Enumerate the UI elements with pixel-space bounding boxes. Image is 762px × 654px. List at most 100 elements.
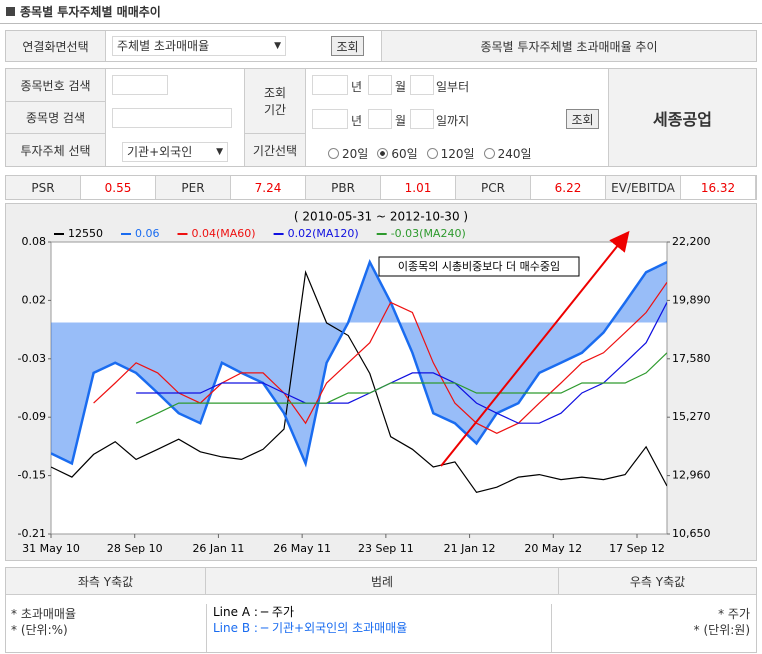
footer-header: 우측 Y축값 — [559, 568, 756, 595]
code-input[interactable] — [112, 75, 168, 95]
series-line — [135, 352, 667, 424]
unit: 년 — [351, 80, 363, 94]
label: 조회 기간 — [244, 69, 306, 134]
unit: 일까지 — [436, 114, 470, 128]
series-line — [51, 270, 667, 493]
legend-notes: Line A : ─ 주가 Line B : ─ 기관+외국인의 초과매매율 — [206, 604, 552, 652]
legend-label: -0.03(MA240) — [391, 227, 466, 240]
series-line — [136, 302, 667, 424]
note: * 초과매매율 — [11, 607, 77, 621]
stat-label: EV/EBITDA — [606, 176, 681, 199]
stat-value: 16.32 — [681, 176, 756, 199]
y-tick-label: 0.02 — [22, 293, 47, 306]
range-option[interactable]: 60일 — [377, 145, 418, 162]
y2-tick-label: 17,580 — [672, 352, 711, 365]
note: * (단위:원) — [693, 623, 750, 637]
label: 기간선택 — [244, 134, 306, 166]
annotation: 이종목의 시총비중보다 더 매수중임 — [398, 260, 560, 273]
radio — [328, 148, 339, 159]
legend-text: ─ 기관+외국인의 초과매매율 — [260, 621, 408, 635]
y-tick-label: -0.15 — [18, 469, 46, 482]
radio — [426, 148, 438, 159]
y2-tick-label: 22,200 — [672, 235, 711, 248]
y-tick-label: -0.09 — [18, 410, 46, 423]
y2-tick-label: 19,890 — [672, 293, 711, 306]
x-tick-label: 28 Sep 10 — [107, 542, 163, 555]
left-notes: * 초과매매율 * (단위:%) — [11, 606, 76, 638]
page-title: 종목별 투자주체별 매매추이 — [20, 5, 161, 19]
range-option[interactable]: 20일 — [328, 145, 368, 162]
query-button[interactable]: 조회 — [331, 36, 364, 56]
label: 종목번호 검색 — [6, 69, 106, 102]
footer: 좌측 Y축값 범례 우측 Y축값 * 초과매매율 * (단위:%) Line A … — [5, 567, 757, 653]
legend-label: 0.04(MA60) — [192, 227, 256, 240]
x-tick-label: 20 May 12 — [524, 542, 582, 555]
radio — [377, 148, 389, 159]
legend-key: Line A : — [213, 605, 258, 619]
bullet — [6, 7, 15, 16]
stat-value: 6.22 — [531, 176, 606, 199]
note: * 주가 — [718, 607, 750, 621]
search-block: 종목번호 검색 종목명 검색 투자주체 선택 기관+외국인 ▼ 조회 기간 기간선… — [5, 68, 757, 167]
legend-label: 0.06 — [135, 227, 160, 240]
legend-text: ─ 주가 — [260, 605, 295, 619]
stock-name: 세종공업 — [608, 69, 756, 166]
unit: 일부터 — [436, 80, 470, 94]
label: 연결화면선택 — [6, 31, 106, 61]
name-input[interactable] — [112, 108, 232, 128]
footer-header: 범례 — [206, 568, 559, 595]
x-tick-label: 23 Sep 11 — [358, 542, 414, 555]
right-notes: * 주가 * (단위:원) — [694, 606, 750, 638]
legend-line: Line A : ─ 주가 — [213, 604, 551, 620]
note: * (단위:%) — [11, 623, 68, 637]
range-radios: 20일 60일 120일 240일 — [328, 145, 532, 162]
x-tick-label: 17 Sep 12 — [609, 542, 665, 555]
x-tick-label: 26 Jan 11 — [192, 542, 244, 555]
stat-label: PCR — [456, 176, 531, 199]
stat-value: 0.55 — [81, 176, 156, 199]
y-tick-label: 0.08 — [22, 235, 47, 248]
legend-line: Line B : ─ 기관+외국인의 초과매매율 — [213, 620, 551, 636]
select[interactable]: 주체별 초과매매율 ▼ — [112, 36, 286, 56]
stats-row: PSR 0.55 PER 7.24 PBR 1.01 PCR 6.22 EV/EBITDA 16.… — [5, 175, 757, 200]
stat-label: PER — [156, 176, 231, 199]
query-button[interactable]: 조회 — [566, 109, 599, 129]
y-tick-label: -0.21 — [18, 527, 46, 540]
legend-key: Line B : — [213, 621, 258, 635]
radio-label: 60일 — [391, 147, 418, 161]
rule — [0, 23, 762, 24]
footer-header: 좌측 Y축값 — [6, 568, 206, 595]
label: 종목명 검색 — [6, 102, 106, 134]
unit: 년 — [351, 114, 363, 128]
range-option[interactable]: 240일 — [483, 145, 532, 162]
label: 투자주체 선택 — [6, 134, 106, 166]
area-fill — [51, 262, 667, 464]
plot-area — [50, 241, 668, 535]
unit: 월 — [395, 80, 407, 94]
annotation-box — [378, 256, 580, 277]
x-tick-label: 26 May 11 — [273, 542, 331, 555]
chart: ( 2010-05-31 ~ 2012-10-30 ) 이종목의 시총비중보다 … — [18, 210, 711, 556]
x-tick-label: 21 Jan 12 — [444, 542, 496, 555]
x-tick-label: 31 May 10 — [22, 542, 80, 555]
series-line — [93, 281, 667, 434]
radio-label: 20일 — [342, 147, 369, 161]
stat-label: PSR — [6, 176, 81, 199]
stat-value: 7.24 — [231, 176, 306, 199]
stat-value: 1.01 — [381, 176, 456, 199]
unit: 월 — [395, 114, 407, 128]
legend-label: 0.02(MA120) — [288, 227, 359, 240]
radio-label: 120일 — [440, 147, 475, 161]
stat-label: PBR — [306, 176, 381, 199]
trend-arrow — [440, 230, 630, 467]
chart-subtitle: ( 2010-05-31 ~ 2012-10-30 ) — [294, 210, 468, 224]
y2-tick-label: 15,270 — [672, 410, 711, 423]
legend-label: 12550 — [68, 227, 103, 240]
range-option[interactable]: 120일 — [426, 145, 475, 162]
investor-select[interactable]: 기관+외국인 ▼ — [122, 142, 228, 162]
radio-label: 240일 — [497, 147, 532, 161]
chart-panel: ( 2010-05-31 ~ 2012-10-30 ) 이종목의 시총비중보다 … — [5, 203, 757, 561]
select-value: 기관+외국인 — [127, 145, 193, 159]
selector-row: 연결화면선택 주체별 초과매매율 ▼ 조회 종목별 투자주체별 초과매매율 추이 — [5, 30, 757, 62]
